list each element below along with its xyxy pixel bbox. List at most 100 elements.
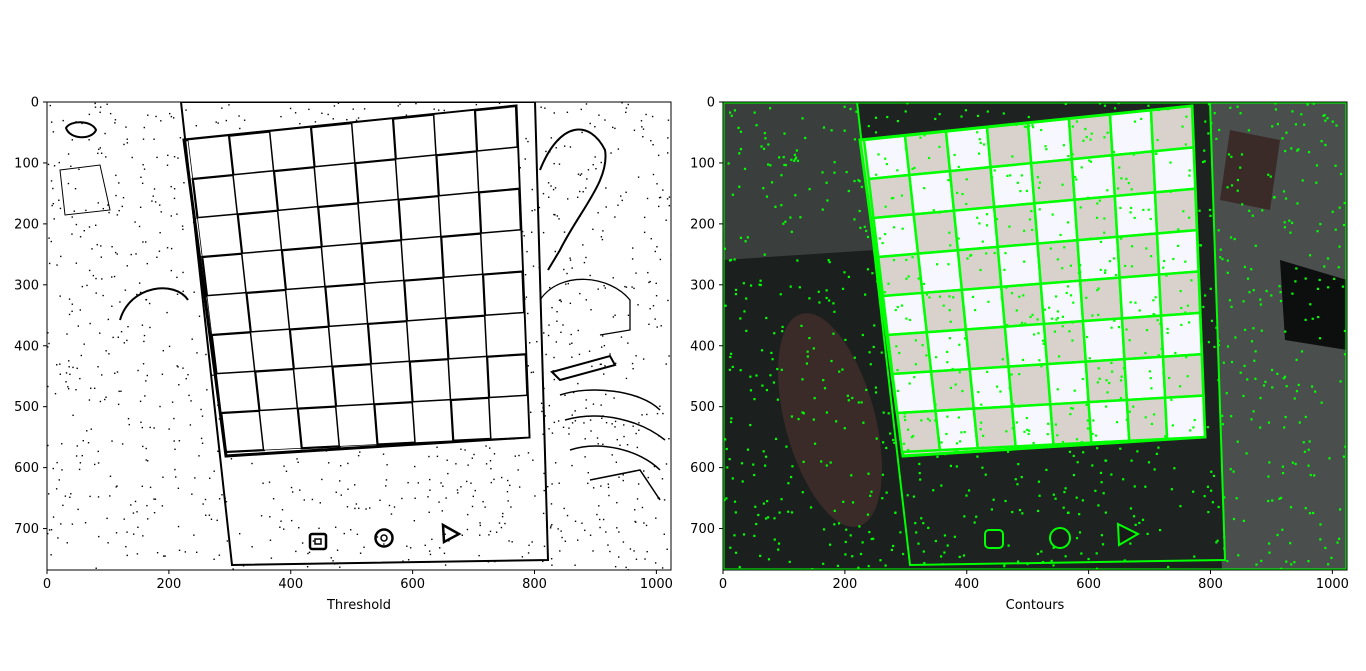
threshold-noise-dot [170,115,173,118]
threshold-noise-dot [130,504,132,506]
threshold-noise-dot [590,430,592,432]
contour-noise-dot [1337,266,1340,269]
contour-noise-dot [739,148,743,151]
contour-noise-dot [851,396,854,400]
threshold-noise-dot [147,114,149,116]
board-square [1029,157,1076,205]
contour-noise-dot [767,163,770,166]
threshold-noise-dot [589,274,591,277]
contour-noise-dot [1074,175,1077,179]
threshold-noise-dot [668,204,671,207]
threshold-noise-dot [545,353,547,356]
contour-noise-dot [1067,154,1070,158]
contour-noise-dot [1106,391,1109,394]
contour-noise-dot [1146,532,1149,536]
contour-noise-dot [1157,354,1160,357]
contour-noise-dot [857,566,860,569]
contour-noise-dot [1333,277,1336,280]
threshold-noise-dot [141,485,143,488]
threshold-noise-dot [166,247,169,249]
threshold-noise-dot [609,550,611,553]
threshold-noise-dot [116,371,119,373]
threshold-image [47,102,671,570]
contour-noise-dot [1132,153,1135,156]
contour-noise-dot [1236,178,1240,182]
contour-noise-dot [1156,138,1159,142]
board-square [1163,394,1207,441]
contour-noise-dot [793,159,796,162]
contour-noise-dot [948,309,951,312]
contour-noise-dot [884,157,887,160]
threshold-noise-dot [638,422,640,424]
contour-noise-dot [794,194,797,197]
threshold-noise-dot [283,465,285,467]
threshold-noise-dot [569,257,571,259]
contour-noise-dot [1160,347,1163,350]
threshold-noise-dot [176,365,178,367]
threshold-noise-dot [406,545,408,547]
contour-noise-dot [1318,337,1322,340]
contour-noise-dot [742,282,745,285]
contour-noise-dot [1326,257,1330,260]
contour-noise-dot [1042,342,1045,345]
contour-noise-dot [1338,508,1342,511]
threshold-noise-dot [339,566,341,568]
contour-noise-dot [1017,560,1020,563]
board-square [1042,319,1088,366]
threshold-noise-dot [596,437,599,439]
board-square [335,403,378,447]
contour-noise-dot [1054,423,1058,426]
contour-noise-dot [1317,315,1320,319]
contour-noise-dot [860,401,863,404]
threshold-noise-dot [65,372,68,374]
threshold-noise-dot [349,529,352,531]
contour-noise-dot [875,437,878,440]
contour-noise-dot [1324,546,1327,550]
contour-noise-dot [1097,367,1100,370]
threshold-noise-dot [437,109,440,111]
contour-noise-dot [1300,350,1304,353]
board-square [269,126,316,172]
threshold-noise-dot [177,487,180,490]
contour-noise-dot [791,465,794,468]
threshold-noise-dot [280,115,282,118]
threshold-noise-dot [616,438,618,441]
threshold-noise-dot [105,396,107,398]
contour-noise-dot [821,208,824,211]
contour-noise-dot [746,448,750,451]
threshold-noise-dot [544,415,546,417]
threshold-noise-dot [153,188,156,190]
threshold-noise-dot [47,332,49,334]
threshold-noise-dot [115,486,117,488]
contour-noise-dot [961,389,964,393]
threshold-noise-dot [550,185,552,187]
contour-noise-dot [1326,563,1330,566]
contour-noise-dot [1150,422,1154,426]
threshold-noise-dot [189,424,192,426]
contour-noise-dot [967,489,971,492]
contour-noise-dot [1279,299,1283,303]
contour-noise-dot [1316,287,1320,290]
contour-noise-dot [1212,474,1216,478]
contour-noise-dot [866,235,870,239]
threshold-noise-dot [439,547,441,549]
board-square [443,274,486,319]
contour-noise-dot [1089,138,1092,141]
board-square [351,118,397,164]
contour-noise-dot [949,464,953,468]
threshold-noise-dot [638,429,640,431]
contour-noise-dot [1120,375,1123,378]
contour-noise-dot [1018,295,1021,298]
threshold-noise-dot [586,178,588,180]
threshold-noise-dot [524,273,527,276]
threshold-noise-dot [446,459,448,461]
contour-noise-dot [1307,151,1311,154]
threshold-noise-dot [56,364,58,366]
contour-noise-dot [777,542,781,545]
contour-noise-dot [1049,561,1052,564]
contour-noise-dot [921,344,924,347]
contour-noise-dot [787,482,790,485]
threshold-noise-dot [124,289,127,291]
threshold-noise-dot [359,552,362,554]
contour-noise-dot [979,428,982,431]
